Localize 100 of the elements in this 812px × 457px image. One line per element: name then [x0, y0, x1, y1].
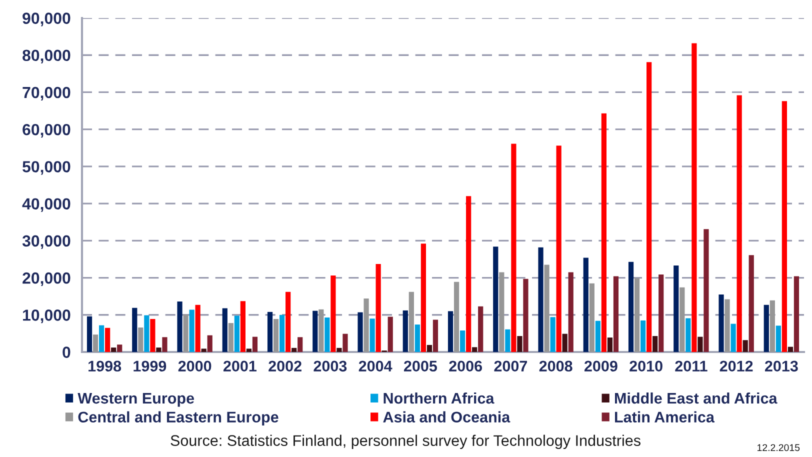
bar — [376, 264, 381, 352]
y-tick-label: 50,000 — [22, 161, 70, 175]
x-tick-label: 2010 — [630, 360, 662, 372]
bar — [460, 330, 466, 352]
bar — [646, 62, 652, 352]
bar — [466, 196, 472, 352]
y-tick-label: 70,000 — [22, 86, 70, 100]
bar — [589, 283, 594, 352]
bar — [718, 294, 724, 352]
bar — [568, 272, 574, 352]
bar — [794, 276, 800, 352]
bar — [640, 320, 646, 352]
x-tick-label: 2008 — [539, 360, 572, 372]
bar — [150, 318, 156, 352]
bar — [414, 324, 420, 352]
bar — [195, 304, 200, 352]
x-tick-label: 2009 — [584, 360, 618, 372]
legend-label: Central and Eastern Europe — [78, 411, 278, 426]
bar — [273, 318, 279, 352]
bar — [764, 304, 769, 352]
bar — [420, 244, 426, 352]
bar — [252, 336, 258, 352]
y-tick-label: 20,000 — [22, 272, 70, 286]
bar — [177, 302, 182, 352]
bar — [652, 336, 658, 352]
bar — [686, 318, 691, 352]
bar — [601, 113, 607, 352]
legend-label: Western Europe — [78, 393, 194, 407]
bar — [595, 320, 600, 352]
bar — [98, 325, 104, 352]
bar — [105, 328, 110, 352]
source-note: Source: Statistics Finland, personnel survey for Technology Industries — [170, 434, 640, 449]
bar — [454, 282, 460, 352]
legend-label: Middle East and Africa — [615, 392, 778, 404]
bar — [234, 316, 240, 352]
x-tick-label: 2013 — [764, 360, 798, 372]
bar — [228, 323, 234, 352]
x-tick-label: 1998 — [88, 360, 122, 372]
bar — [680, 287, 685, 352]
bar — [292, 348, 297, 352]
y-tick-label: 80,000 — [22, 50, 70, 64]
bar — [370, 318, 375, 352]
x-tick-label: 2001 — [223, 360, 257, 372]
bar — [207, 335, 212, 352]
x-tick-label: 2000 — [178, 360, 212, 372]
bar — [117, 344, 122, 352]
bar — [499, 272, 504, 352]
y-tick-label: 40,000 — [22, 198, 70, 212]
bar — [132, 308, 138, 352]
bar — [698, 336, 703, 352]
bar — [478, 306, 484, 352]
bar — [286, 292, 291, 352]
x-tick-label: 2004 — [358, 360, 392, 372]
bar — [240, 301, 246, 352]
bar — [86, 316, 92, 352]
x-tick-label: 2006 — [449, 360, 482, 372]
bar — [432, 320, 438, 352]
legend-label: Asia and Oceania — [383, 411, 510, 423]
bar — [246, 348, 252, 352]
bar — [472, 347, 478, 352]
x-tick-label: 2002 — [268, 360, 302, 372]
bar — [267, 312, 273, 352]
bar — [324, 317, 330, 352]
y-tick-label: 0 — [62, 346, 70, 358]
bar — [776, 326, 781, 352]
bar — [736, 95, 742, 352]
bar — [144, 315, 150, 352]
x-tick-label: 1999 — [134, 360, 166, 372]
bar — [156, 348, 162, 352]
bar — [279, 314, 285, 352]
x-tick-label: 2012 — [720, 360, 753, 372]
bar — [556, 146, 562, 352]
bar — [748, 255, 754, 352]
x-tick-label: 2007 — [494, 360, 528, 372]
bar — [312, 310, 318, 352]
bar — [318, 309, 324, 352]
bar — [162, 337, 168, 352]
x-tick-label: 2005 — [404, 360, 438, 372]
bar — [628, 262, 634, 352]
legend-label: Northern Africa — [384, 392, 494, 404]
y-tick-label: 10,000 — [23, 310, 70, 324]
bar — [782, 101, 788, 352]
x-tick-label: 2011 — [675, 360, 708, 372]
y-tick-label: 90,000 — [22, 12, 70, 26]
bar — [342, 334, 348, 352]
bar — [201, 348, 206, 352]
bar — [692, 43, 697, 352]
bar — [505, 329, 510, 352]
bar — [358, 312, 363, 352]
bar — [634, 278, 640, 352]
bar — [493, 246, 498, 352]
bar — [189, 310, 194, 352]
bar — [674, 266, 679, 352]
bar — [92, 334, 98, 352]
bar — [770, 300, 775, 352]
bar — [583, 258, 588, 352]
bar — [138, 328, 144, 352]
x-tick-label: 2003 — [314, 360, 347, 372]
bar — [788, 346, 794, 352]
bar — [724, 299, 730, 352]
